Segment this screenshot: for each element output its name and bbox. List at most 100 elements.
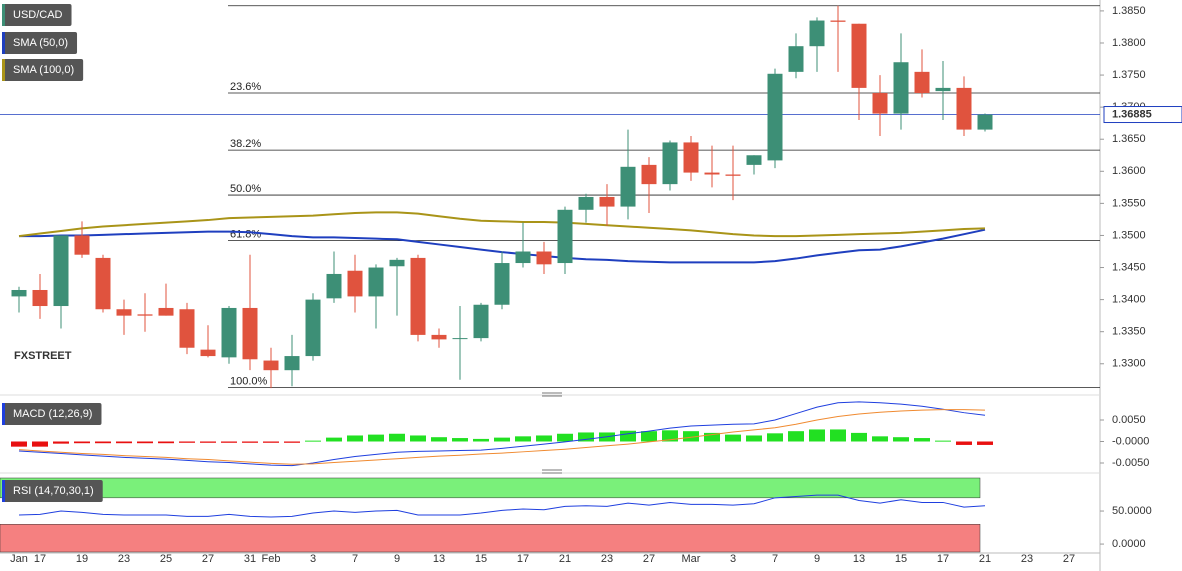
candle-body [53, 235, 69, 307]
x-tick-label: 21 [979, 553, 991, 565]
macd-line [18, 409, 986, 465]
x-tick-label: 23 [1021, 553, 1033, 565]
histogram-bar [914, 438, 930, 442]
histogram-bar [11, 441, 27, 447]
x-tick-label: 19 [76, 553, 88, 565]
candle-body [704, 172, 720, 175]
candle-body [494, 263, 510, 305]
legend-item: USD/CAD [2, 4, 72, 26]
legend-box [2, 32, 78, 54]
divider-handle[interactable] [542, 469, 562, 474]
histogram-bar [179, 441, 195, 443]
divider-handle[interactable] [542, 392, 562, 397]
histogram-bar [431, 437, 447, 442]
histogram-bar [746, 435, 762, 442]
candle-body [893, 62, 909, 114]
last-price-box [1103, 106, 1182, 124]
x-tick-label: 13 [853, 553, 865, 565]
histogram-bar [809, 429, 825, 442]
histogram-bar [347, 435, 363, 442]
candle-body [977, 114, 993, 130]
y-tick-label: 50.0000 [1112, 505, 1152, 517]
x-tick-label: 9 [814, 553, 820, 565]
candle-body [11, 289, 27, 297]
candle-body [809, 20, 825, 47]
candle-body [158, 307, 174, 316]
histogram-bar [515, 436, 531, 442]
candle-body [578, 196, 594, 210]
logo-text: STREET [28, 350, 72, 362]
histogram-bar [53, 441, 69, 444]
oversold-zone [0, 524, 981, 553]
legend-swatch [2, 59, 5, 81]
histogram-bar [74, 441, 90, 444]
candle-body [95, 257, 111, 310]
histogram-bar [116, 441, 132, 444]
legend-box [2, 4, 72, 26]
x-tick-label: Mar [682, 553, 701, 565]
logo: FX STREET [14, 350, 72, 362]
overbought-zone [0, 477, 981, 499]
candle-body [872, 93, 888, 114]
fib-label: 50.0% [230, 183, 261, 195]
candle-body [830, 20, 846, 22]
candle-body [473, 304, 489, 339]
candle-body [137, 314, 153, 316]
x-tick-label: 13 [433, 553, 445, 565]
x-tick-label: 23 [118, 553, 130, 565]
rsi-line [18, 494, 986, 518]
x-tick-label: 9 [394, 553, 400, 565]
histogram-bar [683, 431, 699, 442]
x-tick-label: 23 [601, 553, 613, 565]
candle-body [851, 23, 867, 88]
histogram-bar [893, 437, 909, 442]
candle-body [326, 273, 342, 299]
candle-body [956, 87, 972, 130]
candle-body [683, 142, 699, 173]
histogram-bar [494, 437, 510, 442]
legend-item: SMA (50,0) [2, 32, 78, 54]
y-tick-label: 1.3600 [1112, 165, 1146, 177]
fib-label: 100.0% [230, 375, 268, 387]
candle-body [263, 360, 279, 371]
histogram-bar [389, 433, 405, 442]
logo-text: FX [14, 350, 29, 362]
histogram-bar [767, 433, 783, 442]
y-tick-label: 1.3550 [1112, 197, 1146, 209]
candle-body [452, 338, 468, 340]
histogram-bar [95, 441, 111, 444]
histogram-bar [641, 431, 657, 442]
histogram-bar [32, 441, 48, 447]
x-tick-label: 17 [517, 553, 529, 565]
candle-body [557, 209, 573, 264]
candle-body [746, 155, 762, 165]
histogram-bar [326, 437, 342, 442]
candle-body [200, 349, 216, 357]
histogram-bar [788, 431, 804, 442]
histogram-bar [368, 434, 384, 442]
y-tick-label: 1.3450 [1112, 261, 1146, 273]
histogram-bar [578, 432, 594, 442]
histogram-bar [284, 441, 300, 443]
fib-label: 23.6% [230, 81, 261, 93]
legend-label: USD/CAD [13, 9, 63, 21]
candle-body [347, 270, 363, 297]
legend-label: RSI (14,70,30,1) [13, 485, 94, 497]
histogram-bar [851, 432, 867, 442]
legend-swatch [2, 32, 5, 54]
x-tick-label: 3 [310, 553, 316, 565]
candle-body [32, 289, 48, 307]
x-tick-label: 17 [34, 553, 46, 565]
y-tick-label: 0.0000 [1112, 538, 1146, 550]
x-tick-label: 17 [937, 553, 949, 565]
candle-body [242, 307, 258, 360]
histogram-bar [872, 436, 888, 442]
x-tick-label: 15 [475, 553, 487, 565]
candle-body [935, 87, 951, 92]
x-tick-label: 7 [352, 553, 358, 565]
candle-body [389, 259, 405, 267]
candle-body [599, 196, 615, 207]
legend-swatch [2, 4, 5, 26]
